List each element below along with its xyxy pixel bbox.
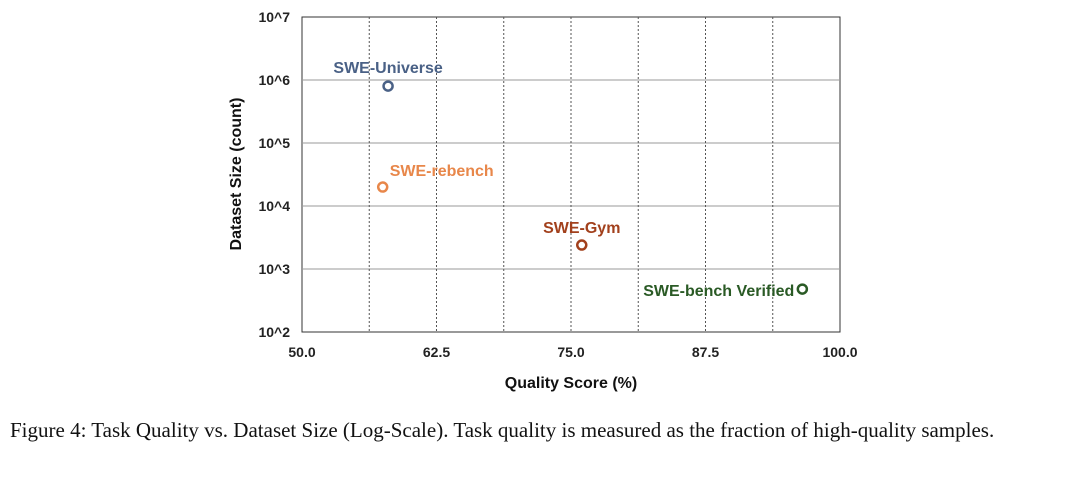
x-tick-label: 100.0 (822, 344, 857, 360)
data-point-label: SWE-Universe (333, 60, 442, 77)
data-point (576, 239, 588, 251)
y-tick-label: 10^5 (258, 135, 290, 151)
data-point-label: SWE-Gym (543, 220, 620, 237)
scatter-chart: 50.0 62.5 75.0 87.5 100.0 10^2 10^3 10^4 10^5 10… (228, 9, 858, 392)
y-tick-label: 10^7 (258, 9, 290, 25)
data-point (382, 80, 394, 92)
x-tick-label: 87.5 (692, 344, 719, 360)
data-point (376, 181, 389, 193)
x-tick-label: 62.5 (423, 344, 450, 360)
y-tick-label: 10^6 (258, 72, 290, 88)
x-tick-label: 50.0 (288, 344, 315, 360)
y-tick-label: 10^2 (258, 324, 290, 340)
x-axis-label: Quality Score (%) (505, 375, 637, 392)
y-tick-label: 10^3 (258, 261, 290, 277)
y-axis-label: Dataset Size (count) (228, 98, 245, 251)
data-point (796, 283, 809, 295)
data-point-label: SWE-bench Verified (643, 283, 794, 300)
figure-caption: Figure 4: Task Quality vs. Dataset Size … (10, 418, 995, 442)
x-tick-label: 75.0 (557, 344, 584, 360)
y-tick-label: 10^4 (258, 198, 290, 214)
data-point-label: SWE-rebench (390, 163, 494, 180)
